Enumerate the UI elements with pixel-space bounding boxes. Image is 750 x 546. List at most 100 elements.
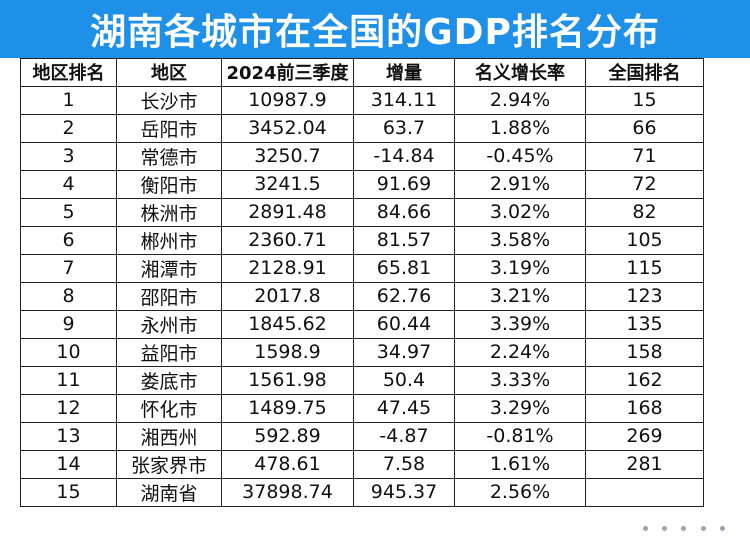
cell-region: 益阳市 bbox=[116, 337, 222, 367]
cell-rank: 2 bbox=[20, 113, 117, 143]
cell-region: 邵阳市 bbox=[116, 281, 222, 311]
cell-increment: 63.7 bbox=[353, 113, 455, 143]
cell-increment: 314.11 bbox=[353, 85, 455, 115]
cell-gdp: 1845.62 bbox=[221, 309, 354, 339]
cell-gdp: 3452.04 bbox=[221, 113, 354, 143]
table-body: 1 长沙市 10987.9 314.11 2.94% 15 2 岳阳市 3452.04 63.7 1… bbox=[20, 85, 704, 507]
cell-region: 湖南省 bbox=[116, 477, 222, 507]
cell-region: 娄底市 bbox=[116, 365, 222, 395]
cell-growth-rate: 3.19% bbox=[454, 253, 586, 283]
cell-growth-rate: 3.58% bbox=[454, 225, 586, 255]
table-row: 14 张家界市 478.61 7.58 1.61% 281 bbox=[20, 449, 704, 479]
cell-gdp: 3241.5 bbox=[221, 169, 354, 199]
cell-region: 衡阳市 bbox=[116, 169, 222, 199]
cell-national-rank: 281 bbox=[585, 449, 704, 479]
cell-growth-rate: -0.81% bbox=[454, 421, 586, 451]
cell-rank: 5 bbox=[20, 197, 117, 227]
cell-gdp: 1489.75 bbox=[221, 393, 354, 423]
cell-rank: 4 bbox=[20, 169, 117, 199]
column-header: 名义增长率 bbox=[454, 58, 586, 87]
cell-region: 长沙市 bbox=[116, 85, 222, 115]
cell-region: 株洲市 bbox=[116, 197, 222, 227]
cell-growth-rate: 3.02% bbox=[454, 197, 586, 227]
title-banner: 湖南各城市在全国的GDP排名分布 bbox=[0, 0, 750, 58]
cell-increment: 50.4 bbox=[353, 365, 455, 395]
cell-region: 张家界市 bbox=[116, 449, 222, 479]
cell-gdp: 592.89 bbox=[221, 421, 354, 451]
cell-increment: 945.37 bbox=[353, 477, 455, 507]
cell-national-rank: 158 bbox=[585, 337, 704, 367]
table-row: 15 湖南省 37898.74 945.37 2.56% bbox=[20, 477, 704, 507]
cell-region: 岳阳市 bbox=[116, 113, 222, 143]
cell-national-rank: 135 bbox=[585, 309, 704, 339]
cell-rank: 9 bbox=[20, 309, 117, 339]
table-row: 10 益阳市 1598.9 34.97 2.24% 158 bbox=[20, 337, 704, 367]
table-row: 2 岳阳市 3452.04 63.7 1.88% 66 bbox=[20, 113, 704, 143]
cell-growth-rate: 2.91% bbox=[454, 169, 586, 199]
cell-national-rank: 105 bbox=[585, 225, 704, 255]
cell-national-rank: 66 bbox=[585, 113, 704, 143]
cell-growth-rate: 2.94% bbox=[454, 85, 586, 115]
cell-national-rank: 115 bbox=[585, 253, 704, 283]
cell-increment: 34.97 bbox=[353, 337, 455, 367]
cell-gdp: 2128.91 bbox=[221, 253, 354, 283]
cell-increment: 62.76 bbox=[353, 281, 455, 311]
cell-increment: 81.57 bbox=[353, 225, 455, 255]
cell-rank: 14 bbox=[20, 449, 117, 479]
cell-national-rank: 168 bbox=[585, 393, 704, 423]
watermark-dot-icon bbox=[700, 525, 706, 531]
watermark-dot-icon bbox=[681, 525, 687, 531]
cell-national-rank: 71 bbox=[585, 141, 704, 171]
column-header: 地区 bbox=[116, 58, 222, 87]
cell-region: 常德市 bbox=[116, 141, 222, 171]
watermark-dot-icon bbox=[662, 525, 668, 531]
cell-rank: 3 bbox=[20, 141, 117, 171]
cell-gdp: 1598.9 bbox=[221, 337, 354, 367]
cell-gdp: 2891.48 bbox=[221, 197, 354, 227]
cell-increment: -4.87 bbox=[353, 421, 455, 451]
cell-growth-rate: -0.45% bbox=[454, 141, 586, 171]
table-row: 8 邵阳市 2017.8 62.76 3.21% 123 bbox=[20, 281, 704, 311]
cell-national-rank: 15 bbox=[585, 85, 704, 115]
cell-rank: 6 bbox=[20, 225, 117, 255]
cell-national-rank: 162 bbox=[585, 365, 704, 395]
cell-increment: 65.81 bbox=[353, 253, 455, 283]
column-header: 全国排名 bbox=[585, 58, 704, 87]
cell-growth-rate: 3.29% bbox=[454, 393, 586, 423]
cell-increment: 7.58 bbox=[353, 449, 455, 479]
watermark-dot-icon bbox=[719, 525, 725, 531]
cell-region: 湘潭市 bbox=[116, 253, 222, 283]
table-row: 6 郴州市 2360.71 81.57 3.58% 105 bbox=[20, 225, 704, 255]
cell-gdp: 2017.8 bbox=[221, 281, 354, 311]
cell-rank: 10 bbox=[20, 337, 117, 367]
column-header: 增量 bbox=[353, 58, 455, 87]
cell-growth-rate: 1.88% bbox=[454, 113, 586, 143]
cell-national-rank: 269 bbox=[585, 421, 704, 451]
table-row: 3 常德市 3250.7 -14.84 -0.45% 71 bbox=[20, 141, 704, 171]
cell-increment: 84.66 bbox=[353, 197, 455, 227]
cell-national-rank bbox=[585, 477, 704, 507]
cell-increment: 60.44 bbox=[353, 309, 455, 339]
column-header: 2024前三季度 bbox=[221, 58, 354, 87]
cell-rank: 15 bbox=[20, 477, 117, 507]
cell-national-rank: 72 bbox=[585, 169, 704, 199]
table-row: 5 株洲市 2891.48 84.66 3.02% 82 bbox=[20, 197, 704, 227]
cell-growth-rate: 3.39% bbox=[454, 309, 586, 339]
cell-rank: 12 bbox=[20, 393, 117, 423]
watermark-dot-icon bbox=[643, 525, 649, 531]
cell-growth-rate: 3.33% bbox=[454, 365, 586, 395]
cell-region: 怀化市 bbox=[116, 393, 222, 423]
cell-gdp: 10987.9 bbox=[221, 85, 354, 115]
watermark-logo bbox=[636, 519, 732, 537]
cell-growth-rate: 1.61% bbox=[454, 449, 586, 479]
cell-region: 郴州市 bbox=[116, 225, 222, 255]
cell-gdp: 2360.71 bbox=[221, 225, 354, 255]
page-title: 湖南各城市在全国的GDP排名分布 bbox=[90, 12, 660, 53]
gdp-ranking-table: 地区排名 地区 2024前三季度 增量 名义增长率 全国排名 1 长沙市 10987… bbox=[20, 58, 704, 507]
cell-gdp: 478.61 bbox=[221, 449, 354, 479]
table-header-row: 地区排名 地区 2024前三季度 增量 名义增长率 全国排名 bbox=[20, 58, 704, 87]
table-row: 9 永州市 1845.62 60.44 3.39% 135 bbox=[20, 309, 704, 339]
cell-growth-rate: 2.56% bbox=[454, 477, 586, 507]
cell-gdp: 3250.7 bbox=[221, 141, 354, 171]
